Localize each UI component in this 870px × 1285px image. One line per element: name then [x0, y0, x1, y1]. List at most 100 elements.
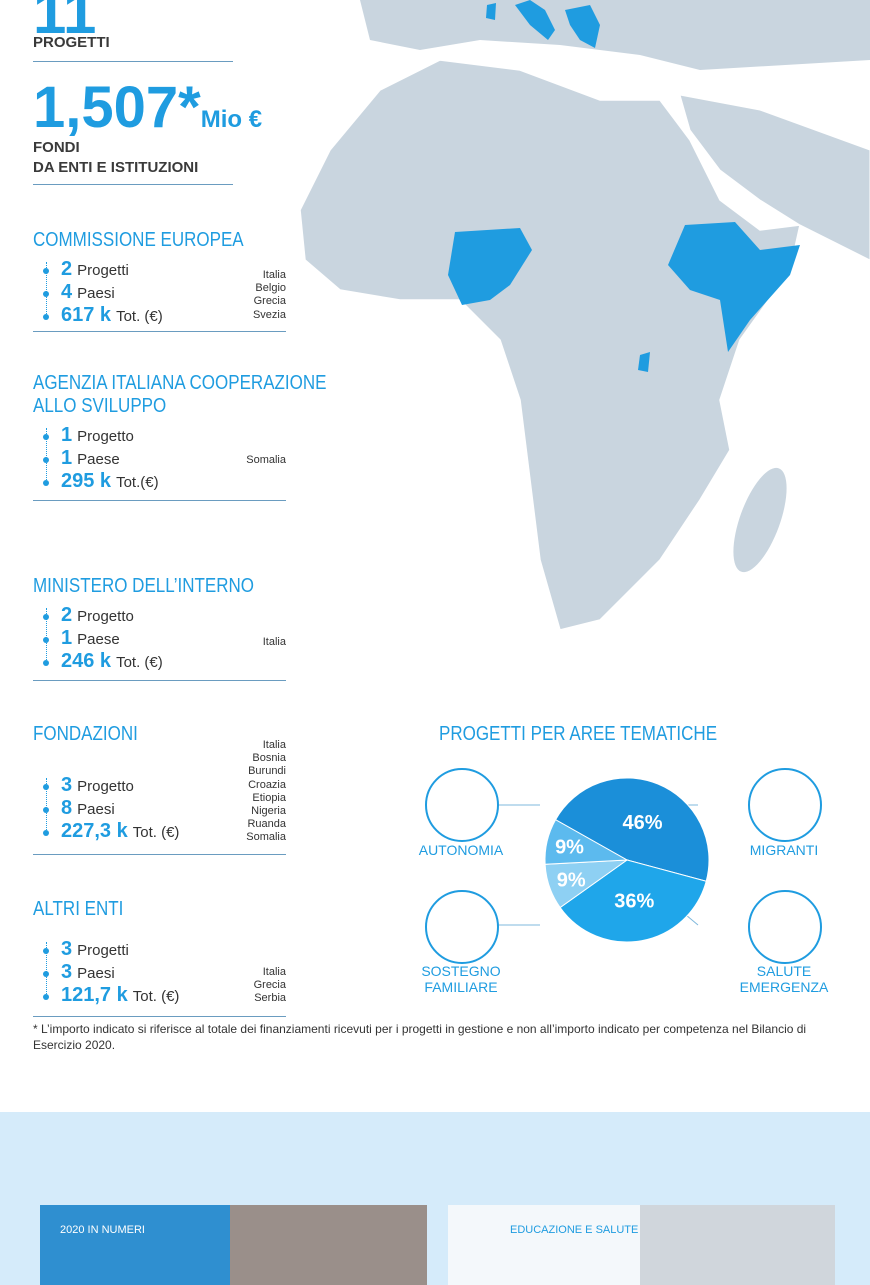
category-icon: [748, 768, 822, 842]
bullet: [43, 637, 49, 643]
item-number: 4: [61, 281, 73, 303]
funder-name: AGENZIA ITALIANA COOPERAZIONE: [33, 372, 327, 394]
bullet-line: [46, 262, 47, 318]
funder-name: FONDAZIONI: [33, 723, 138, 745]
item-label: Progetto: [77, 608, 134, 625]
divider: [33, 680, 286, 681]
pie-slice: [554, 777, 710, 882]
category-icon: [748, 890, 822, 964]
bullet: [43, 660, 49, 666]
category-label: SALUTE EMERGENZA: [739, 963, 829, 995]
funder-item: 227,3 k Tot. (€): [61, 820, 179, 843]
projects-count: 11: [33, 0, 97, 46]
funder-item: 4 Paesi: [61, 281, 115, 304]
bullet-line: [46, 778, 47, 834]
funds-value: 1,507*Mio €: [33, 76, 262, 152]
projects-label: PROGETTI: [33, 34, 110, 51]
bullet: [43, 971, 49, 977]
country: Italia: [262, 739, 286, 751]
funds-value-text: 1,507*: [33, 75, 201, 140]
item-number: 1: [61, 627, 73, 649]
country: Italia: [262, 966, 286, 978]
funder-item: 2 Progetti: [61, 258, 129, 281]
divider: [33, 61, 233, 62]
country: Grecia: [253, 979, 286, 992]
category-label: SOSTEGNO FAMILIARE: [421, 963, 501, 995]
funder-item: 617 k Tot. (€): [61, 304, 163, 327]
funder-item: 8 Paesi: [61, 797, 115, 820]
bullet: [43, 614, 49, 620]
country: Bosnia: [252, 752, 286, 765]
pie-slice: [559, 859, 707, 943]
funder-item: 3 Paesi: [61, 961, 115, 984]
map: [299, 0, 870, 631]
item-label: Progetti: [77, 262, 129, 279]
preview-right-photo: [640, 1205, 835, 1285]
item-number: 227,3 k: [61, 820, 128, 842]
pie-chart: 46% 36% 9% 9%: [498, 777, 710, 943]
bullet-line: [46, 428, 47, 484]
item-label: Tot. (€): [116, 308, 163, 325]
category-icon: [425, 768, 499, 842]
bullet: [43, 434, 49, 440]
pie-slice: [544, 819, 629, 865]
item-number: 3: [61, 938, 73, 960]
country: Serbia: [254, 992, 286, 1005]
item-label: Tot. (€): [132, 824, 180, 841]
funder-item: 295 k Tot.(€): [61, 470, 159, 493]
item-number: 3: [61, 961, 73, 983]
item-number: 1: [61, 447, 73, 469]
category-icon: [425, 890, 499, 964]
footnote: * L’importo indicato si riferisce al tot…: [33, 1022, 807, 1052]
divider: [33, 1016, 286, 1017]
item-label: Paese: [77, 631, 120, 648]
bullet: [43, 784, 49, 790]
item-number: 121,7 k: [61, 984, 128, 1006]
item-label: Progetto: [77, 778, 134, 795]
divider: [33, 854, 286, 855]
item-number: 2: [61, 604, 73, 626]
divider: [33, 331, 286, 332]
divider: [33, 184, 233, 185]
funder-item: 3 Progetti: [61, 938, 129, 961]
funder-item: 121,7 k Tot. (€): [61, 984, 179, 1007]
bullet: [43, 807, 49, 813]
funder-name: MINISTERO DELL’INTERNO: [33, 575, 255, 597]
item-number: 2: [61, 258, 73, 280]
item-number: 1: [61, 424, 73, 446]
bullet-line: [46, 942, 47, 998]
item-label: Paesi: [77, 965, 115, 982]
funder-item: 1 Paese: [61, 447, 120, 470]
bullet: [43, 268, 49, 274]
country: Somalia: [246, 831, 286, 844]
funder-item: 1 Progetto: [61, 424, 134, 447]
country: Burundi: [248, 765, 286, 778]
item-label: Tot. (€): [116, 654, 163, 671]
country: Svezia: [252, 308, 286, 321]
divider: [33, 500, 286, 501]
preview-title: 2020 IN NUMERI: [60, 1224, 145, 1236]
bullet-line: [46, 608, 47, 664]
funder-item: 246 k Tot. (€): [61, 650, 163, 673]
country: Italia: [262, 636, 286, 648]
item-number: 8: [61, 797, 73, 819]
chart-title: PROGETTI PER AREE TEMATICHE: [439, 723, 718, 745]
country: Belgio: [255, 282, 286, 295]
funds-label-1: FONDI: [33, 139, 80, 156]
country: Italia: [262, 269, 286, 281]
category-label: MIGRANTI: [749, 842, 819, 858]
slice-label: 9%: [557, 869, 586, 891]
item-label: Progetti: [77, 942, 129, 959]
item-label: Paese: [77, 451, 120, 468]
bullet: [43, 291, 49, 297]
item-label: Paesi: [77, 801, 115, 818]
country: Ruanda: [247, 818, 286, 831]
funder-item: 1 Paese: [61, 627, 120, 650]
category-label: AUTONOMIA: [418, 842, 504, 858]
country: Etiopia: [252, 791, 286, 804]
item-label: Progetto: [77, 428, 134, 445]
bullet: [43, 314, 49, 320]
bullet: [43, 994, 49, 1000]
bullet: [43, 948, 49, 954]
